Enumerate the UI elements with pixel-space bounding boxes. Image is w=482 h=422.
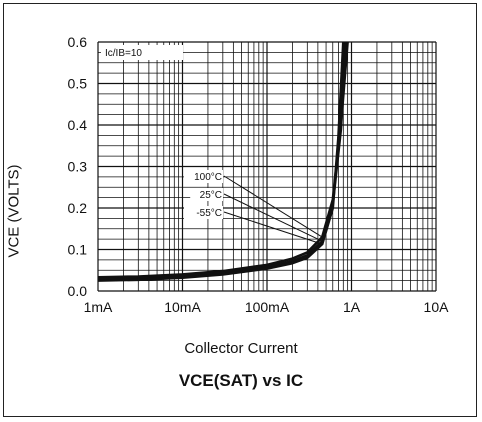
series-label: 25°C [200,190,222,201]
y-tick-label: 0.4 [68,117,88,133]
grid [98,42,436,291]
x-tick-label: 100mA [245,299,290,315]
y-tick-label: 0.6 [68,34,88,50]
y-tick-label: 0.2 [68,200,88,216]
series-line [98,42,343,281]
series-label: -55°C [196,208,222,219]
y-tick-label: 0.1 [68,242,88,258]
series-line [98,42,346,279]
x-tick-label: 10A [424,299,450,315]
y-tick-label: 0.3 [68,159,88,175]
x-axis-label: Collector Current [0,340,482,357]
x-tick-label: 1A [343,299,361,315]
series-label: 100°C [194,172,222,183]
x-tick-label: 10mA [164,299,201,315]
annotations: Ic/IB=10 100°C 25°C -55°C [101,45,322,244]
y-tick-label: 0.5 [68,76,88,92]
condition-label: Ic/IB=10 [105,48,142,59]
y-tick-label: 0.0 [68,283,88,299]
chart-title: VCE(SAT) vs IC [0,371,482,391]
y-axis-label: VCE (VOLTS) [6,164,23,257]
x-tick-label: 1mA [84,299,113,315]
